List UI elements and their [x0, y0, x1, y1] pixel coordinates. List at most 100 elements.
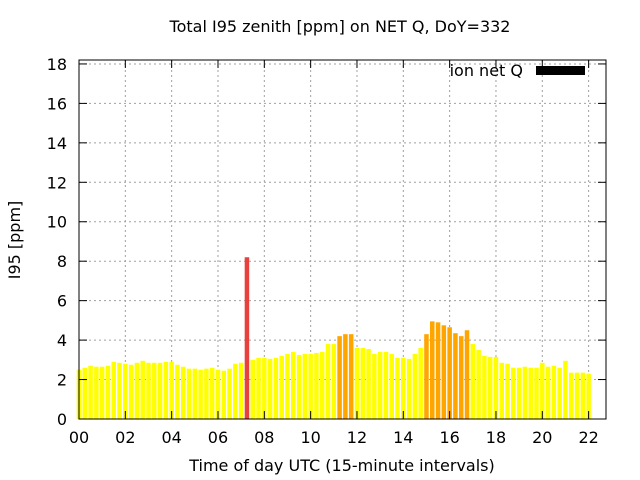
bar: [487, 356, 493, 419]
bar: [568, 372, 574, 419]
y-axis-label: I95 [ppm]: [5, 201, 24, 280]
bar: [221, 370, 227, 419]
bar-series: [76, 257, 591, 419]
bar: [453, 333, 458, 419]
bar: [482, 355, 487, 419]
bar: [470, 344, 476, 419]
bar: [111, 361, 117, 419]
bar: [337, 336, 342, 419]
bar: [424, 334, 429, 419]
bar: [82, 367, 88, 419]
bar: [152, 362, 157, 419]
bar: [262, 357, 267, 419]
bar: [580, 372, 586, 419]
x-tick-label: 12: [347, 428, 367, 447]
legend-label: ion net Q: [450, 61, 523, 80]
bar: [285, 353, 290, 419]
x-tick-label: 20: [532, 428, 552, 447]
bar: [180, 366, 186, 419]
x-tick-labels: 00 02 04 06 08 10 12 14 16 18 20 22: [69, 428, 599, 447]
bar: [563, 360, 568, 419]
bar: [366, 348, 371, 419]
x-tick-label: 16: [439, 428, 459, 447]
bar: [557, 367, 562, 419]
y-tick-label: 14: [47, 134, 67, 153]
bar: [94, 366, 99, 419]
y-tick-label: 4: [57, 331, 67, 350]
bar: [441, 325, 447, 419]
bar: [140, 360, 145, 419]
y-tick-labels: 0 2 4 6 8 10 12 14 16 18: [47, 55, 67, 429]
bar: [516, 367, 522, 419]
bar: [343, 334, 348, 419]
bar: [134, 362, 140, 419]
y-tick-label: 12: [47, 173, 67, 192]
bar: [302, 353, 308, 419]
bar: [238, 362, 244, 419]
bar: [105, 365, 111, 419]
bar: [505, 363, 510, 419]
bar: [551, 365, 557, 419]
chart-title: Total I95 zenith [ppm] on NET Q, DoY=332: [169, 17, 511, 36]
bar: [412, 353, 418, 419]
bar: [146, 362, 151, 419]
y-tick-label: 8: [57, 252, 67, 271]
bar: [383, 351, 389, 419]
x-tick-label: 10: [300, 428, 320, 447]
bar: [430, 321, 435, 419]
bar: [175, 364, 180, 419]
y-tick-label: 18: [47, 55, 67, 74]
y-tick-label: 6: [57, 292, 67, 311]
bar: [308, 353, 313, 419]
x-tick-label: 04: [161, 428, 181, 447]
bar: [493, 356, 499, 419]
bar: [279, 355, 284, 419]
bar: [192, 368, 198, 419]
bar: [406, 358, 412, 419]
bar: [163, 361, 169, 419]
x-tick-label: 00: [69, 428, 89, 447]
bar: [435, 322, 441, 419]
bar: [215, 369, 221, 419]
bar: [418, 347, 423, 419]
bar: [458, 336, 464, 419]
bar: [534, 367, 539, 419]
bar: [209, 367, 215, 419]
bar: [314, 352, 319, 419]
bar: [157, 362, 163, 419]
bar: [522, 366, 528, 419]
bar: [128, 364, 134, 419]
x-tick-label: 18: [486, 428, 506, 447]
bar: [395, 357, 400, 419]
bar: [360, 347, 366, 419]
bar: [574, 372, 580, 419]
bar: [528, 367, 533, 419]
bar: [99, 366, 105, 419]
plot-frame: [78, 59, 607, 420]
bar: [227, 368, 232, 419]
bar: [325, 344, 331, 419]
bar: [296, 354, 302, 419]
bar: [117, 362, 122, 419]
bar: [267, 358, 273, 419]
bar: [244, 257, 250, 419]
bar: [586, 373, 591, 419]
bar: [123, 363, 128, 419]
bar: [291, 351, 296, 419]
bar: [319, 351, 325, 419]
bar: [348, 334, 354, 419]
bar: [169, 361, 174, 419]
x-tick-label: 08: [254, 428, 274, 447]
bar: [389, 353, 394, 419]
bar: [204, 368, 209, 419]
bar: [250, 359, 255, 419]
bar: [540, 362, 545, 419]
y-tick-label: 2: [57, 371, 67, 390]
bar: [401, 357, 406, 419]
x-tick-label: 06: [208, 428, 228, 447]
bar: [545, 366, 551, 419]
y-tick-label: 10: [47, 213, 67, 232]
x-tick-label: 14: [393, 428, 413, 447]
bar: [88, 365, 93, 419]
bar: [273, 357, 279, 419]
